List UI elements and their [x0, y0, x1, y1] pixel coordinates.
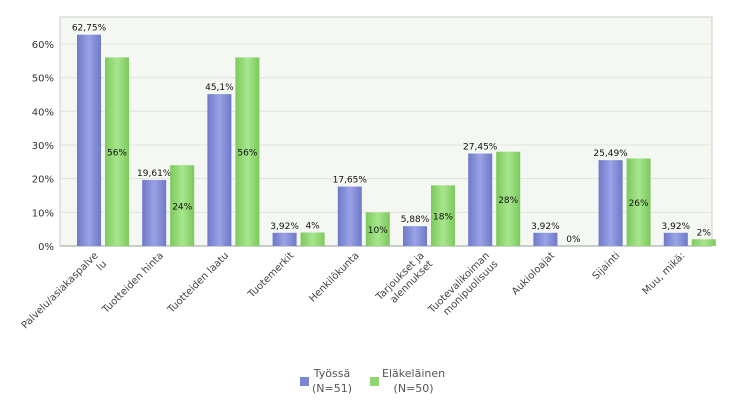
data-label: 17,65%	[333, 176, 368, 186]
legend-label-elakelainen: Eläkeläinen	[382, 367, 446, 380]
data-label: 27,45%	[463, 143, 498, 153]
bar-tyossa	[272, 232, 297, 246]
bar-tyossa	[207, 94, 232, 247]
x-tick-label: Tuotteiden hinta	[100, 250, 166, 316]
x-tick-label: Palvelu/asiakaspalvelu	[20, 250, 110, 340]
data-label: 26%	[629, 199, 649, 209]
data-label: 3,92%	[531, 222, 560, 232]
x-tick-label: Sijainti	[591, 250, 623, 282]
data-label: 56%	[237, 149, 257, 159]
bar-elakelainen	[235, 57, 260, 246]
bar-tyossa	[598, 160, 623, 246]
data-label: 56%	[107, 149, 127, 159]
bar-elakelainen	[170, 165, 195, 246]
bar-elakelainen	[626, 158, 651, 246]
data-label: 19,61%	[137, 169, 172, 179]
x-tick-label: Tuotevalikoimanmonipuolisuus	[426, 250, 500, 324]
y-tick-label: 20%	[32, 175, 54, 186]
bar-elakelainen	[365, 212, 390, 246]
legend-item-tyossa: Työssä (N=51)	[300, 366, 352, 396]
data-label: 0%	[566, 235, 581, 245]
data-label: 45,1%	[205, 83, 234, 93]
legend-swatch-tyossa	[300, 377, 309, 386]
legend-item-elakelainen: Eläkeläinen (N=50)	[370, 366, 445, 396]
bar-tyossa	[403, 226, 427, 246]
legend-n-elakelainen: (N=50)	[393, 382, 434, 395]
data-label: 28%	[498, 196, 518, 206]
y-tick-label: 60%	[32, 40, 54, 51]
bar-elakelainen	[105, 57, 129, 246]
x-tick-label: Aukioloajat	[510, 250, 557, 297]
bar-tyossa	[468, 153, 493, 246]
y-tick-label: 0%	[38, 242, 54, 253]
y-tick-label: 40%	[32, 107, 54, 118]
x-tick-label: Tuotemerkit	[246, 250, 297, 301]
data-label: 4%	[305, 222, 320, 232]
y-tick-label: 30%	[32, 141, 54, 152]
y-tick-label: 10%	[32, 208, 54, 219]
data-label: 3,92%	[662, 222, 691, 232]
data-label: 2%	[697, 228, 712, 238]
data-label: 24%	[172, 203, 192, 213]
legend-n-tyossa: (N=51)	[312, 382, 353, 395]
data-label: 62,75%	[72, 24, 107, 34]
bar-elakelainen	[691, 239, 716, 246]
bar-tyossa	[533, 232, 558, 246]
data-label: 3,92%	[270, 222, 299, 232]
bar-tyossa	[663, 232, 688, 246]
bar-elakelainen	[496, 151, 521, 246]
bar-tyossa	[337, 186, 362, 246]
bar-tyossa	[77, 34, 101, 246]
data-label: 18%	[433, 213, 453, 223]
legend-label-tyossa: Työssä	[313, 367, 351, 380]
data-label: 5,88%	[401, 215, 430, 225]
x-tick-label: Tuotteiden laatu	[165, 250, 231, 316]
bar-elakelainen	[431, 185, 455, 246]
bar-tyossa	[142, 179, 167, 246]
x-tick-label: Muu, mikä:	[641, 250, 688, 297]
bar-elakelainen	[300, 232, 325, 246]
legend: Työssä (N=51) Eläkeläinen (N=50)	[300, 366, 445, 396]
data-label: 10%	[368, 226, 388, 236]
data-label: 25,49%	[593, 149, 628, 159]
x-tick-label: Henkilökunta	[307, 250, 361, 304]
y-tick-label: 50%	[32, 74, 54, 85]
x-tick-label: Tarjoukset jaalennukset	[374, 250, 436, 312]
legend-swatch-elakelainen	[370, 377, 380, 386]
